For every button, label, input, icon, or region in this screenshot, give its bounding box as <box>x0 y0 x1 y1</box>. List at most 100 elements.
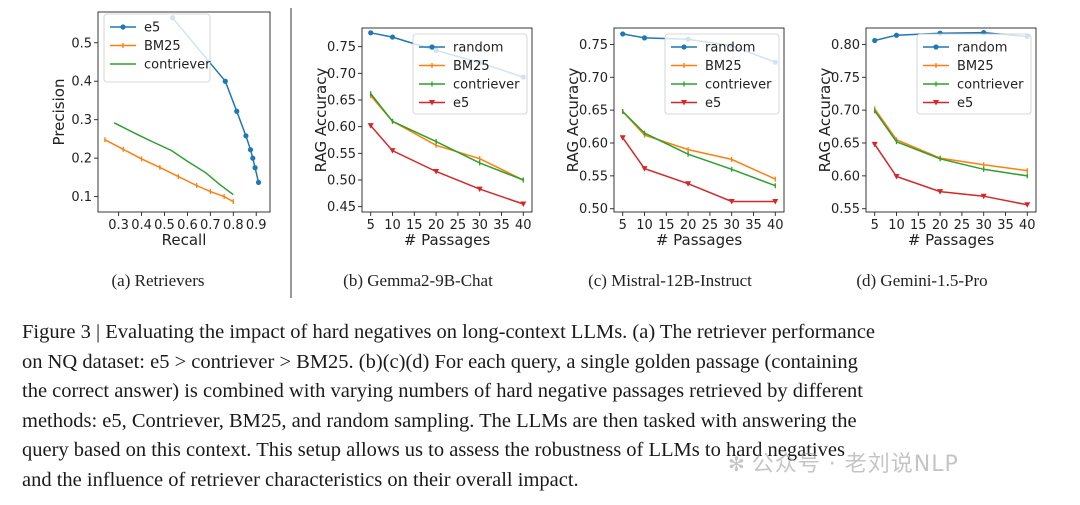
y-tick-label: 0.4 <box>71 75 92 90</box>
data-point-e5 <box>728 198 735 205</box>
x-tick-label: 0.5 <box>154 218 175 233</box>
caption-line-6: and the influence of retriever character… <box>22 468 579 491</box>
axes-frame <box>97 11 271 213</box>
y-tick-label: 0.2 <box>71 152 92 167</box>
x-tick-label: 25 <box>702 218 719 233</box>
legend-marker-e5 <box>429 100 435 106</box>
figure-caption: Figure 3 | Evaluating the impact of hard… <box>22 318 1062 495</box>
figure-3: 0.3 0.4 0.5 0.6 0.7 0.8 0.90.10.20.30.40.5Reca… <box>50 8 1037 298</box>
data-point-e5 <box>871 141 878 148</box>
data-point-random <box>893 32 900 38</box>
data-point-e5 <box>222 78 228 84</box>
x-tick-label: 0.8 <box>223 218 244 233</box>
legend: random BM25 contriever e5 <box>664 33 780 115</box>
x-tick-label: 15 <box>910 218 927 233</box>
y-tick-label: 0.70 <box>831 104 860 119</box>
y-tick-label: 0.65 <box>327 94 356 109</box>
data-point-random <box>620 31 626 37</box>
x-axis-label: # Passages <box>908 231 994 249</box>
data-point-random <box>389 34 396 40</box>
y-tick-label: 0.75 <box>327 40 356 55</box>
legend: random BM25 contriever e5 <box>412 33 528 115</box>
legend-label-random: random <box>453 41 503 56</box>
x-tick-label: 0.7 <box>200 218 221 233</box>
x-tick-label: 40 <box>1019 218 1036 233</box>
data-point-e5 <box>1024 202 1031 208</box>
data-point-e5 <box>980 193 987 200</box>
x-axis-label: # Passages <box>404 231 490 249</box>
legend: e5 BM25 contriever <box>103 13 211 83</box>
x-tick-label: 30 <box>975 218 992 233</box>
subfigure-caption-b: (b) Gemma2-9B-Chat <box>343 271 493 290</box>
legend-marker-random <box>933 44 939 50</box>
y-tick-label: 0.55 <box>327 147 356 162</box>
series-line-contriever <box>622 110 776 187</box>
y-tick-label: 0.45 <box>327 200 356 215</box>
data-point-e5 <box>234 108 240 114</box>
panel-a: 0.3 0.4 0.5 0.6 0.7 0.8 0.90.10.20.30.40.5Reca… <box>50 11 271 290</box>
legend-label-BM25: BM25 <box>957 59 994 74</box>
x-tick-label: 40 <box>767 218 784 233</box>
legend-label-BM25: BM25 <box>705 59 742 74</box>
data-point-random <box>872 37 878 44</box>
panel-c: 5 10 15 20 25 30 35 40 0.50 0.55 0.60 0.65 0.70 0.75 #… <box>564 27 785 290</box>
data-point-e5 <box>772 198 779 205</box>
data-point-random <box>641 35 648 41</box>
legend-label-BM25: BM25 <box>453 59 490 74</box>
y-tick-label: 0.50 <box>327 174 356 189</box>
legend-label-BM25: BM25 <box>144 39 181 54</box>
legend-box <box>412 33 528 115</box>
axes-frame <box>865 27 1037 213</box>
subfigure-caption-d: (d) Gemini-1.5-Pro <box>856 271 987 290</box>
panel-b: 5 10 15 20 25 30 35 40 0.45 0.50 0.55 0.60 0.65 0.70 0… <box>312 27 533 290</box>
legend-marker-random <box>429 44 435 50</box>
x-tick-label: 10 <box>888 218 905 233</box>
x-axis-label: # Passages <box>656 231 742 249</box>
legend-box <box>664 33 780 115</box>
data-point-e5 <box>250 155 256 161</box>
y-axis-label: RAG Accuracy <box>816 68 834 173</box>
y-tick-label: 0.55 <box>579 169 608 184</box>
data-point-e5 <box>255 179 262 185</box>
legend-label-contriever: contriever <box>144 58 211 73</box>
data-point-e5 <box>252 165 258 171</box>
y-tick-label: 0.5 <box>71 36 92 51</box>
y-tick-label: 0.55 <box>831 202 860 217</box>
subfigure-caption-c: (c) Mistral-12B-Instruct <box>588 271 752 290</box>
data-point-e5 <box>685 181 692 187</box>
data-point-e5 <box>937 189 944 195</box>
data-point-e5 <box>520 201 527 207</box>
caption-line-5: query based on this context. This setup … <box>22 439 845 461</box>
y-tick-label: 0.60 <box>831 169 860 184</box>
x-tick-label: 5 <box>619 218 627 233</box>
y-tick-label: 0.60 <box>579 137 608 152</box>
legend-label-e5: e5 <box>705 96 721 111</box>
x-tick-label: 25 <box>450 218 467 233</box>
y-tick-label: 0.50 <box>579 202 608 217</box>
y-tick-label: 0.70 <box>579 71 608 86</box>
y-axis-label: RAG Accuracy <box>312 68 330 173</box>
series-line-contriever <box>113 122 234 196</box>
x-tick-label: 5 <box>367 218 375 233</box>
x-tick-label: 15 <box>658 218 675 233</box>
data-point-e5 <box>641 166 648 172</box>
legend-marker-e5 <box>681 100 687 106</box>
y-tick-label: 0.60 <box>327 120 356 135</box>
data-point-e5 <box>243 133 249 139</box>
legend-marker-e5 <box>120 24 126 30</box>
y-axis-label: RAG Accuracy <box>564 68 582 173</box>
x-tick-label: 20 <box>428 218 445 233</box>
caption-line-4: methods: e5, Contriever, BM25, and rando… <box>22 409 857 432</box>
x-tick-label: 35 <box>997 218 1014 233</box>
y-tick-label: 0.75 <box>579 38 608 53</box>
x-tick-label: 10 <box>384 218 401 233</box>
legend-label-random: random <box>705 41 755 56</box>
axes-frame <box>613 27 785 213</box>
data-point-random <box>368 30 374 36</box>
x-tick-label: 10 <box>636 218 653 233</box>
axes-frame <box>361 27 533 213</box>
x-tick-label: 0.6 <box>177 218 198 233</box>
x-tick-label: 0.3 <box>108 218 129 233</box>
legend-label-e5: e5 <box>957 96 973 111</box>
x-tick-label: 0.4 <box>131 218 152 233</box>
